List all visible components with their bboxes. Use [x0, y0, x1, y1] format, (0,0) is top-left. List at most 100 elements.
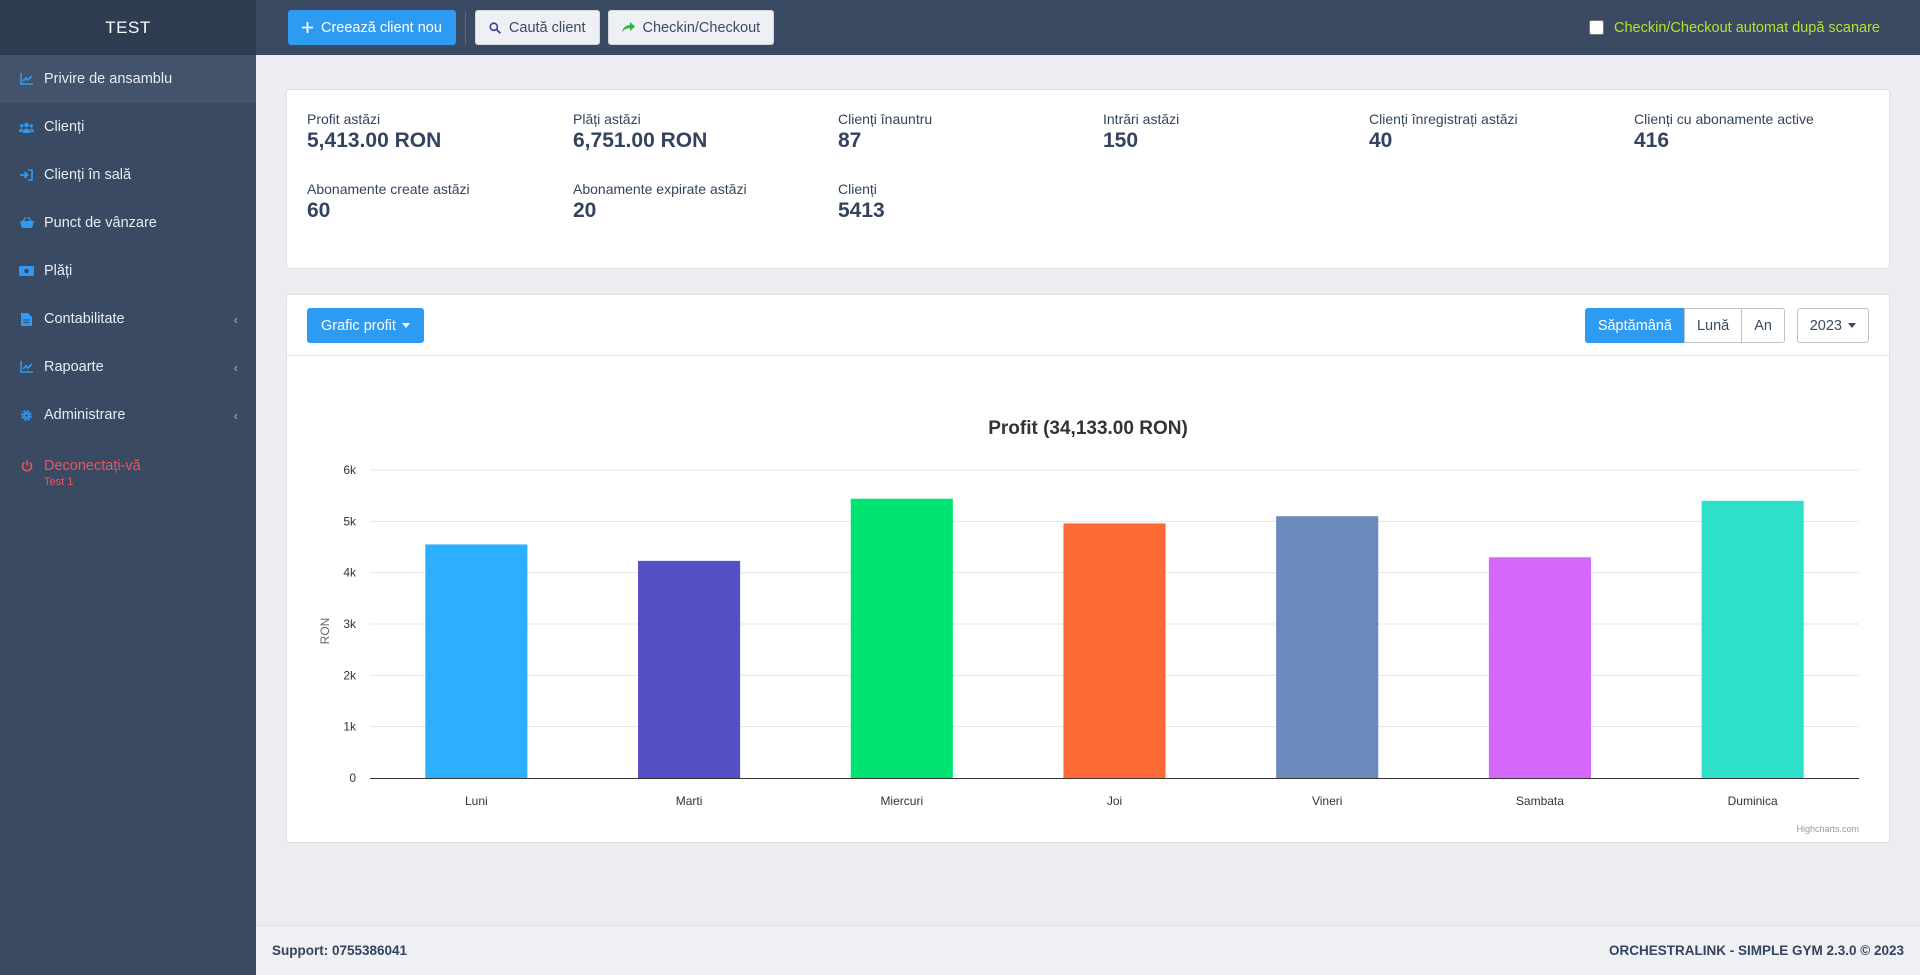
- stat-value: 87: [838, 129, 862, 152]
- bar-joi[interactable]: [1063, 523, 1166, 778]
- highcharts-credit[interactable]: Highcharts.com: [1796, 824, 1859, 834]
- y-tick-label: 1k: [343, 720, 357, 734]
- file-icon: [19, 312, 34, 327]
- profit-chart: Profit (34,133.00 RON) RON 0 1k 2k 3k 4k 5k 6k…: [318, 418, 1859, 834]
- sign-in-icon: [19, 168, 34, 183]
- caret-down-icon: [401, 323, 410, 328]
- sidebar-item-accounting[interactable]: Contabilitate ‹: [0, 295, 256, 343]
- period-week-button[interactable]: Săptămână: [1584, 308, 1685, 343]
- chart-card: Grafic profit Săptămână Lună An 2023 Pro…: [286, 294, 1890, 843]
- sidebar-item-label: Punct de vânzare: [44, 215, 157, 231]
- footer: Support: 0755386041 ORCHESTRALINK - SIMP…: [256, 925, 1920, 975]
- stat-clients-total: Clienți 5413: [838, 181, 885, 223]
- chart-icon: [19, 72, 34, 87]
- auto-checkin-checkbox[interactable]: [1589, 20, 1604, 35]
- sidebar-item-label: Clienți: [44, 119, 85, 135]
- chart-header: Grafic profit Săptămână Lună An 2023: [287, 295, 1889, 356]
- y-tick-label: 2k: [343, 668, 357, 682]
- period-year-button[interactable]: An: [1741, 308, 1785, 343]
- support-phone: Support: 0755386041: [272, 943, 408, 958]
- stat-clients-inside: Clienți înauntru 87: [838, 111, 932, 153]
- x-tick-label: Miercuri: [880, 794, 923, 808]
- chart-type-label: Grafic profit: [321, 317, 396, 334]
- stat-label: Intrări astăzi: [1103, 111, 1180, 127]
- sidebar-item-label: Rapoarte: [44, 359, 104, 375]
- gear-icon: [19, 408, 34, 423]
- stat-label: Clienți cu abonamente active: [1634, 111, 1814, 127]
- x-tick-label: Joi: [1107, 794, 1122, 808]
- sidebar-item-overview[interactable]: Privire de ansamblu: [0, 55, 256, 103]
- auto-checkin-toggle[interactable]: Checkin/Checkout automat după scanare: [1589, 0, 1880, 55]
- share-icon: [621, 22, 635, 33]
- copyright: ORCHESTRALINK - SIMPLE GYM 2.3.0 © 2023: [1608, 943, 1904, 958]
- sidebar-item-label: Contabilitate: [44, 311, 125, 327]
- year-dropdown[interactable]: 2023: [1796, 308, 1869, 343]
- plus-icon: [302, 22, 313, 33]
- sidebar-item-label: Plăți: [44, 263, 73, 279]
- bar-duminica[interactable]: [1701, 500, 1804, 778]
- stat-value: 5,413.00 RON: [307, 129, 442, 152]
- checkin-checkout-label: Checkin/Checkout: [642, 19, 761, 36]
- sidebar-item-label: Clienți în sală: [44, 167, 132, 183]
- bar-vineri[interactable]: [1276, 516, 1379, 778]
- chart-type-dropdown[interactable]: Grafic profit: [307, 308, 424, 343]
- topbar: Creează client nou Caută client Checkin/…: [256, 0, 1920, 55]
- logout-link[interactable]: Deconectați-vă Test 1: [0, 449, 256, 497]
- sidebar-item-label: Privire de ansamblu: [44, 71, 173, 87]
- basket-icon: [19, 216, 34, 231]
- x-axis-ticks: Luni Marti Miercuri Joi Vineri Sambata Duminic…: [465, 794, 1778, 808]
- x-tick-label: Duminica: [1728, 794, 1778, 808]
- bar-marti[interactable]: [638, 560, 741, 778]
- bar-miercuri[interactable]: [850, 498, 953, 778]
- x-tick-label: Vineri: [1312, 794, 1342, 808]
- stat-value: 416: [1634, 129, 1670, 152]
- stat-label: Abonamente expirate astăzi: [573, 181, 747, 197]
- x-tick-label: Marti: [676, 794, 703, 808]
- bar-sambata[interactable]: [1488, 557, 1591, 778]
- sidebar-item-payments[interactable]: Plăți: [0, 247, 256, 295]
- stat-label: Clienți: [838, 181, 877, 197]
- sidebar-item-clients[interactable]: Clienți: [0, 103, 256, 151]
- sidebar-item-clients-in-gym[interactable]: Clienți în sală: [0, 151, 256, 199]
- auto-checkin-label: Checkin/Checkout automat după scanare: [1614, 19, 1880, 36]
- y-tick-label: 5k: [343, 514, 357, 528]
- chevron-left-icon: ‹: [233, 311, 238, 327]
- search-client-button[interactable]: Caută client: [474, 10, 600, 45]
- chart-title: Profit (34,133.00 RON): [988, 418, 1188, 439]
- create-client-label: Creează client nou: [321, 19, 442, 36]
- sidebar-item-label: Administrare: [44, 407, 126, 423]
- brand-title: TEST: [0, 0, 256, 55]
- y-tick-label: 0: [349, 771, 356, 785]
- caret-down-icon: [1848, 323, 1856, 328]
- sidebar-nav: Privire de ansamblu Clienți Clienți în s…: [0, 55, 256, 439]
- sidebar-item-reports[interactable]: Rapoarte ‹: [0, 343, 256, 391]
- stat-subscriptions-created: Abonamente create astăzi 60: [307, 181, 470, 223]
- stat-entries-today: Intrări astăzi 150: [1103, 111, 1179, 153]
- sidebar-item-point-of-sale[interactable]: Punct de vânzare: [0, 199, 256, 247]
- year-label: 2023: [1809, 317, 1842, 334]
- logout-label: Deconectați-vă: [44, 458, 141, 474]
- sidebar: TEST Privire de ansamblu Clienți Clienți…: [0, 0, 256, 975]
- sidebar-item-administration[interactable]: Administrare ‹: [0, 391, 256, 439]
- create-client-button[interactable]: Creează client nou: [288, 10, 456, 45]
- y-axis-ticks: 0 1k 2k 3k 4k 5k 6k: [343, 463, 357, 785]
- chevron-left-icon: ‹: [233, 359, 238, 375]
- stat-label: Profit astăzi: [307, 111, 381, 127]
- stat-profit-today: Profit astăzi 5,413.00 RON: [307, 111, 441, 153]
- bar-luni[interactable]: [425, 544, 528, 778]
- stat-subscriptions-expired: Abonamente expirate astăzi 20: [573, 181, 747, 223]
- stat-label: Plăți astăzi: [573, 111, 641, 127]
- logged-user: Test 1: [44, 476, 74, 488]
- toolbar-divider: [464, 11, 466, 44]
- stat-active-subscriptions: Clienți cu abonamente active 416: [1634, 111, 1814, 153]
- stat-label: Clienți înregistrați astăzi: [1369, 111, 1518, 127]
- y-tick-label: 6k: [343, 463, 357, 477]
- power-icon: [19, 459, 34, 474]
- stat-registered-today: Clienți înregistrați astăzi 40: [1369, 111, 1518, 153]
- users-icon: [19, 120, 34, 135]
- checkin-checkout-button[interactable]: Checkin/Checkout: [607, 10, 775, 45]
- bars: [425, 498, 1804, 778]
- period-selector: Săptămână Lună An: [1584, 308, 1785, 343]
- period-month-button[interactable]: Lună: [1683, 308, 1743, 343]
- y-tick-label: 4k: [343, 566, 357, 580]
